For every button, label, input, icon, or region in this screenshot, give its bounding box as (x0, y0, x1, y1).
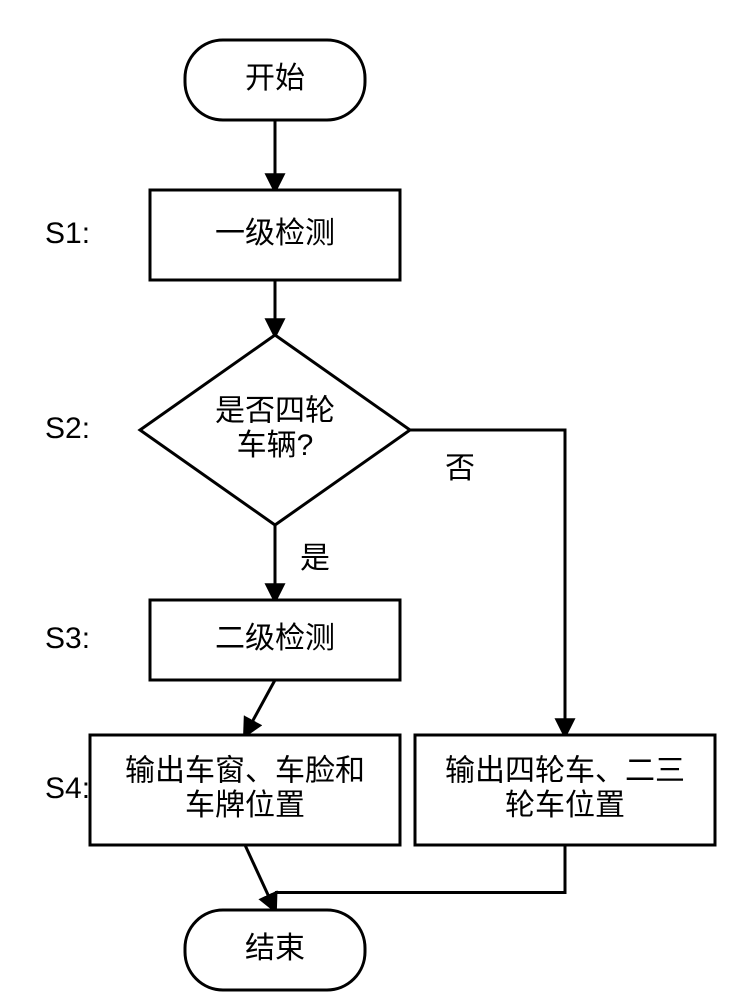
node-end: 结束 (185, 910, 365, 990)
step-label-s4: S4: (45, 772, 90, 805)
node-s4left: 输出车窗、车脸和车牌位置 (90, 735, 400, 845)
edge (275, 845, 565, 893)
svg-text:轮车位置: 轮车位置 (505, 789, 625, 822)
svg-text:输出四轮车、二三: 输出四轮车、二三 (445, 755, 685, 788)
svg-text:输出车窗、车脸和: 输出车窗、车脸和 (125, 755, 365, 788)
edge (245, 845, 275, 910)
step-label-s1: S1: (45, 217, 90, 250)
node-s2: 是否四轮车辆? (140, 335, 410, 525)
svg-text:结束: 结束 (245, 932, 305, 965)
step-label-s2: S2: (45, 412, 90, 445)
node-s4right: 输出四轮车、二三轮车位置 (415, 735, 715, 845)
edge (410, 430, 565, 735)
svg-text:一级检测: 一级检测 (215, 217, 335, 250)
edge (245, 680, 275, 735)
flowchart-canvas: 开始一级检测是否四轮车辆?二级检测输出车窗、车脸和车牌位置输出四轮车、二三轮车位… (0, 0, 755, 1000)
svg-text:是否四轮: 是否四轮 (215, 395, 335, 428)
svg-text:二级检测: 二级检测 (215, 622, 335, 655)
svg-text:车牌位置: 车牌位置 (185, 789, 305, 822)
svg-text:车辆?: 车辆? (237, 429, 314, 462)
edge-label-no: 否 (445, 452, 475, 485)
node-s3: 二级检测 (150, 600, 400, 680)
step-label-s3: S3: (45, 622, 90, 655)
node-s1: 一级检测 (150, 190, 400, 280)
node-start: 开始 (185, 40, 365, 120)
edge-label-yes: 是 (300, 542, 330, 575)
svg-text:开始: 开始 (245, 62, 305, 95)
